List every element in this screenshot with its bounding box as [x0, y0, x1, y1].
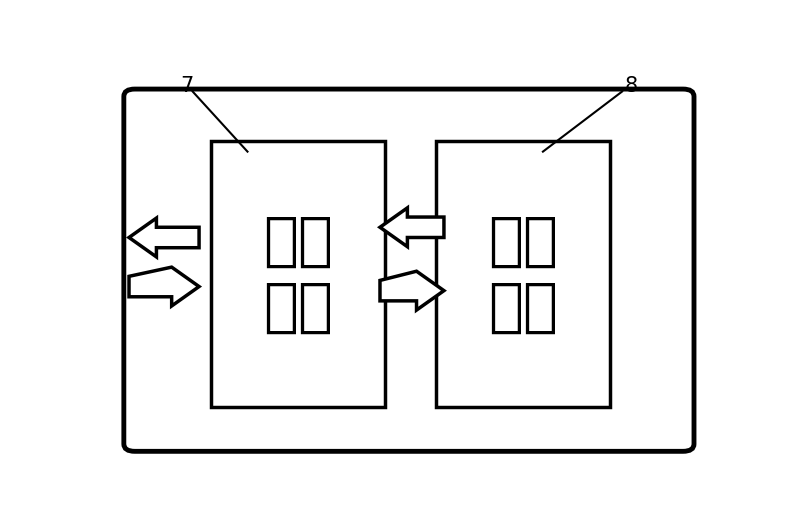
Polygon shape — [129, 218, 199, 257]
FancyBboxPatch shape — [436, 141, 610, 407]
Text: 采集
单元: 采集 单元 — [488, 213, 558, 336]
Polygon shape — [129, 267, 199, 306]
Text: 7: 7 — [180, 76, 193, 96]
Polygon shape — [380, 271, 444, 310]
Polygon shape — [380, 208, 444, 247]
Text: 8: 8 — [625, 76, 637, 96]
FancyBboxPatch shape — [124, 89, 694, 451]
Text: 控制
单元: 控制 单元 — [263, 213, 332, 336]
FancyBboxPatch shape — [211, 141, 384, 407]
